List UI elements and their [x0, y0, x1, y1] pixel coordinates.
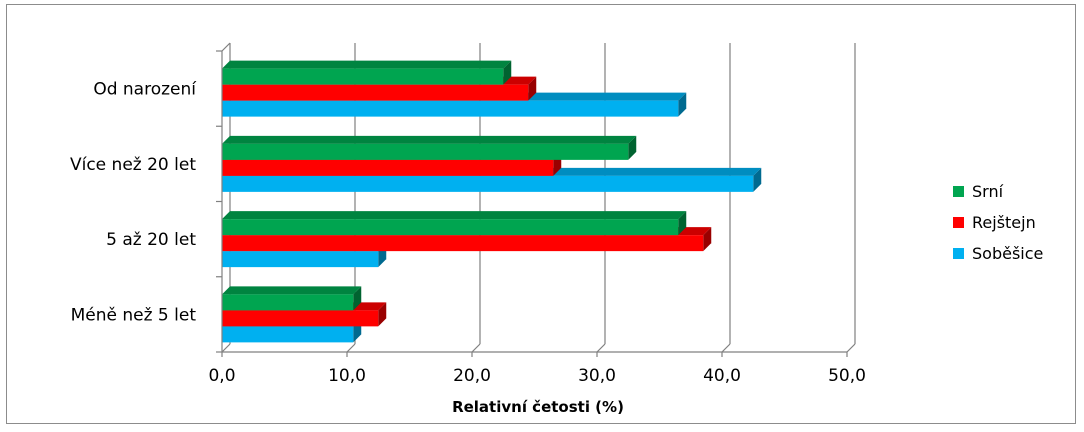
legend-item: Soběšice	[953, 244, 1043, 263]
floor-gridline	[346, 343, 356, 353]
legend-label: Rejštejn	[972, 213, 1036, 232]
x-tick-label: 20,0	[453, 366, 491, 386]
x-axis-title: Relativní četosti (%)	[452, 398, 624, 416]
legend-label: Srní	[972, 182, 1004, 201]
bar-srní	[222, 60, 512, 85]
legend: Srní Rejštejn Soběšice	[953, 182, 1043, 263]
bars-layer	[222, 60, 762, 343]
bar-srní	[222, 211, 687, 236]
x-tick-label: 10,0	[328, 366, 366, 386]
floor-gridline	[221, 343, 231, 353]
floor-gridline	[846, 343, 856, 353]
x-tick-label: 0,0	[208, 366, 235, 386]
bar-srní	[222, 135, 637, 160]
x-tick-label: 50,0	[828, 366, 866, 386]
category-label: Od narození	[93, 80, 197, 100]
axis-layer: 0,0 10,0 20,0 30,0 40,0 50,0 Od narození Více n…	[70, 42, 866, 386]
x-tick-label: 30,0	[578, 366, 616, 386]
x-tick-label: 40,0	[703, 366, 741, 386]
legend-swatch	[953, 186, 964, 197]
legend-swatch	[953, 248, 964, 259]
category-label: Méně než 5 let	[71, 305, 197, 325]
legend-label: Soběšice	[972, 244, 1043, 263]
legend-swatch	[953, 217, 964, 228]
legend-item: Rejštejn	[953, 213, 1036, 232]
y-axis-depth-line	[221, 42, 231, 52]
category-label: 5 až 20 let	[106, 230, 196, 250]
floor-gridline	[471, 343, 481, 353]
floor-gridline	[596, 343, 606, 353]
legend-item: Srní	[953, 182, 1004, 201]
floor-gridline	[721, 343, 731, 353]
bar-srní	[222, 286, 362, 311]
category-label: Více než 20 let	[70, 155, 196, 175]
